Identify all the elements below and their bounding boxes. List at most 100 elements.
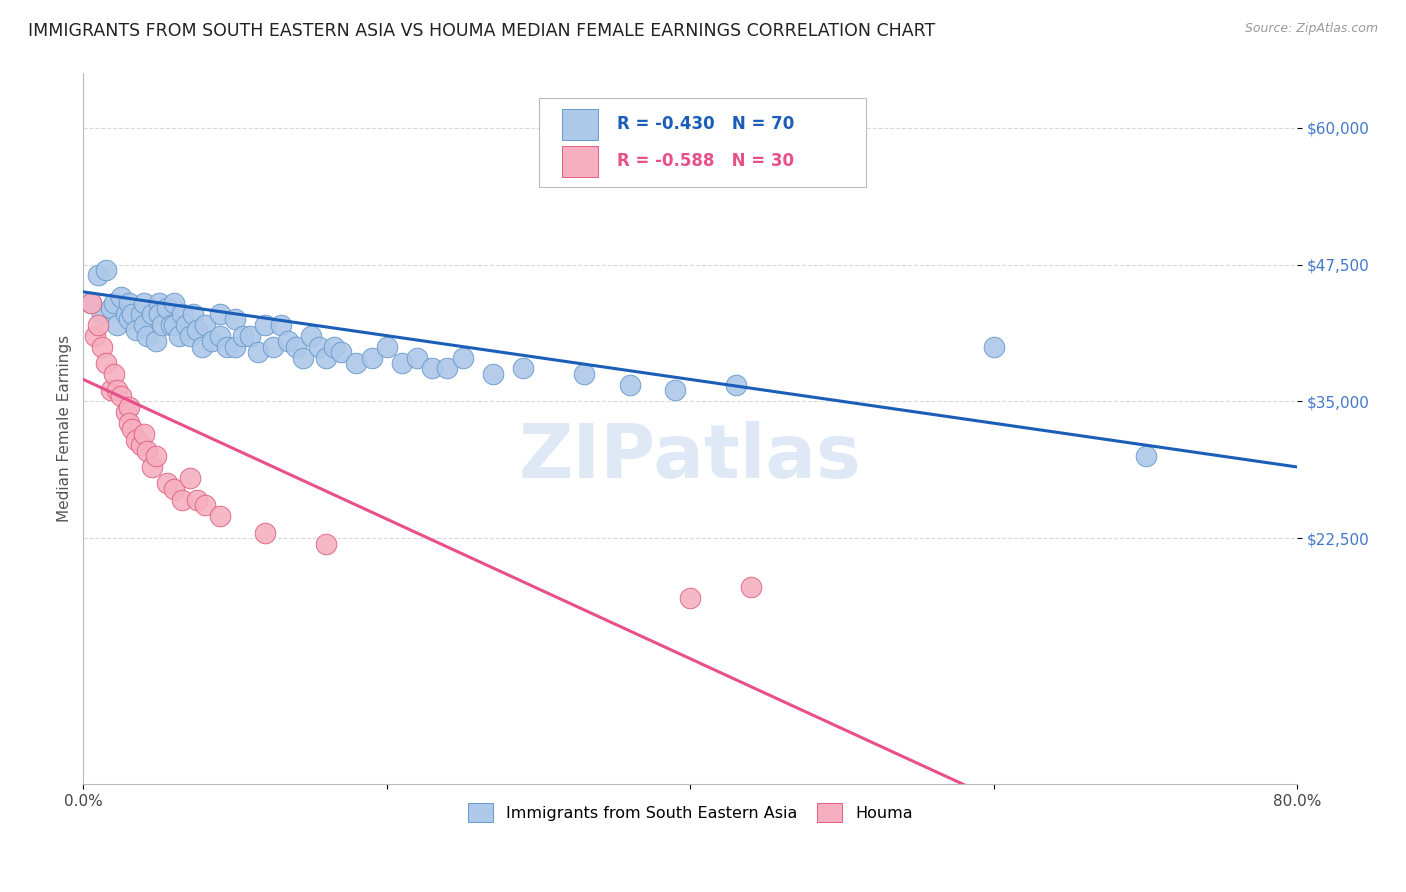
Point [160,318,183,332]
Point [315,536,337,550]
Point [224,340,246,354]
Point [406,351,429,365]
Point [262,340,284,354]
Point [740,581,762,595]
Point [724,378,747,392]
Point [87,318,110,332]
Point [105,384,128,398]
Point [254,525,277,540]
Point [375,340,398,354]
Point [232,328,254,343]
Point [179,471,201,485]
Point [136,443,159,458]
Point [277,334,299,348]
Point [420,361,443,376]
Point [170,307,193,321]
FancyBboxPatch shape [538,98,866,186]
Point [121,422,143,436]
Point [186,323,208,337]
Point [619,378,641,392]
Point [163,482,186,496]
Text: ZIPatlas: ZIPatlas [519,421,862,493]
Point [114,307,136,321]
Point [179,328,201,343]
Point [482,367,505,381]
Point [217,340,239,354]
Point [94,356,117,370]
Point [141,460,163,475]
Point [125,433,148,447]
Point [132,295,155,310]
Point [330,345,353,359]
Point [103,367,125,381]
Point [118,295,141,310]
Point [983,340,1005,354]
Point [436,361,458,376]
Point [201,334,224,348]
Point [176,318,198,332]
Point [132,318,155,332]
Point [118,312,141,326]
Point [451,351,474,365]
Point [80,295,103,310]
Point [181,307,204,321]
Point [163,318,186,332]
Point [224,312,246,326]
Point [90,307,112,321]
Point [114,405,136,419]
Point [284,340,307,354]
Point [150,318,173,332]
Point [194,318,217,332]
Point [239,328,262,343]
Point [299,328,322,343]
Point [110,290,132,304]
Text: R = -0.430   N = 70: R = -0.430 N = 70 [617,115,794,133]
Point [194,498,217,512]
Point [148,295,170,310]
Point [145,449,167,463]
Text: Source: ZipAtlas.com: Source: ZipAtlas.com [1244,22,1378,36]
Point [208,307,231,321]
Point [246,345,269,359]
Point [254,318,277,332]
Point [156,476,179,491]
Text: R = -0.588   N = 30: R = -0.588 N = 30 [617,153,794,170]
Point [270,318,292,332]
Point [145,334,167,348]
Point [100,384,122,398]
Point [90,340,112,354]
Y-axis label: Median Female Earnings: Median Female Earnings [58,335,72,522]
Point [391,356,413,370]
Point [170,492,193,507]
Point [121,307,143,321]
Point [322,340,344,354]
FancyBboxPatch shape [561,109,598,140]
Point [87,268,110,283]
Point [512,361,534,376]
Point [80,295,103,310]
FancyBboxPatch shape [561,145,598,177]
Point [360,351,382,365]
Point [572,367,595,381]
Point [129,438,152,452]
Point [105,318,128,332]
Point [346,356,368,370]
Point [100,301,122,316]
Point [94,263,117,277]
Point [190,340,212,354]
Point [315,351,337,365]
Point [118,416,141,430]
Point [163,295,186,310]
Point [148,307,170,321]
Legend: Immigrants from South Eastern Asia, Houma: Immigrants from South Eastern Asia, Houm… [460,796,921,830]
Point [118,400,141,414]
Point [208,328,231,343]
Point [136,328,159,343]
Point [679,591,702,606]
Point [292,351,315,365]
Point [1135,449,1157,463]
Point [664,384,686,398]
Point [84,328,107,343]
Point [110,389,132,403]
Point [156,301,179,316]
